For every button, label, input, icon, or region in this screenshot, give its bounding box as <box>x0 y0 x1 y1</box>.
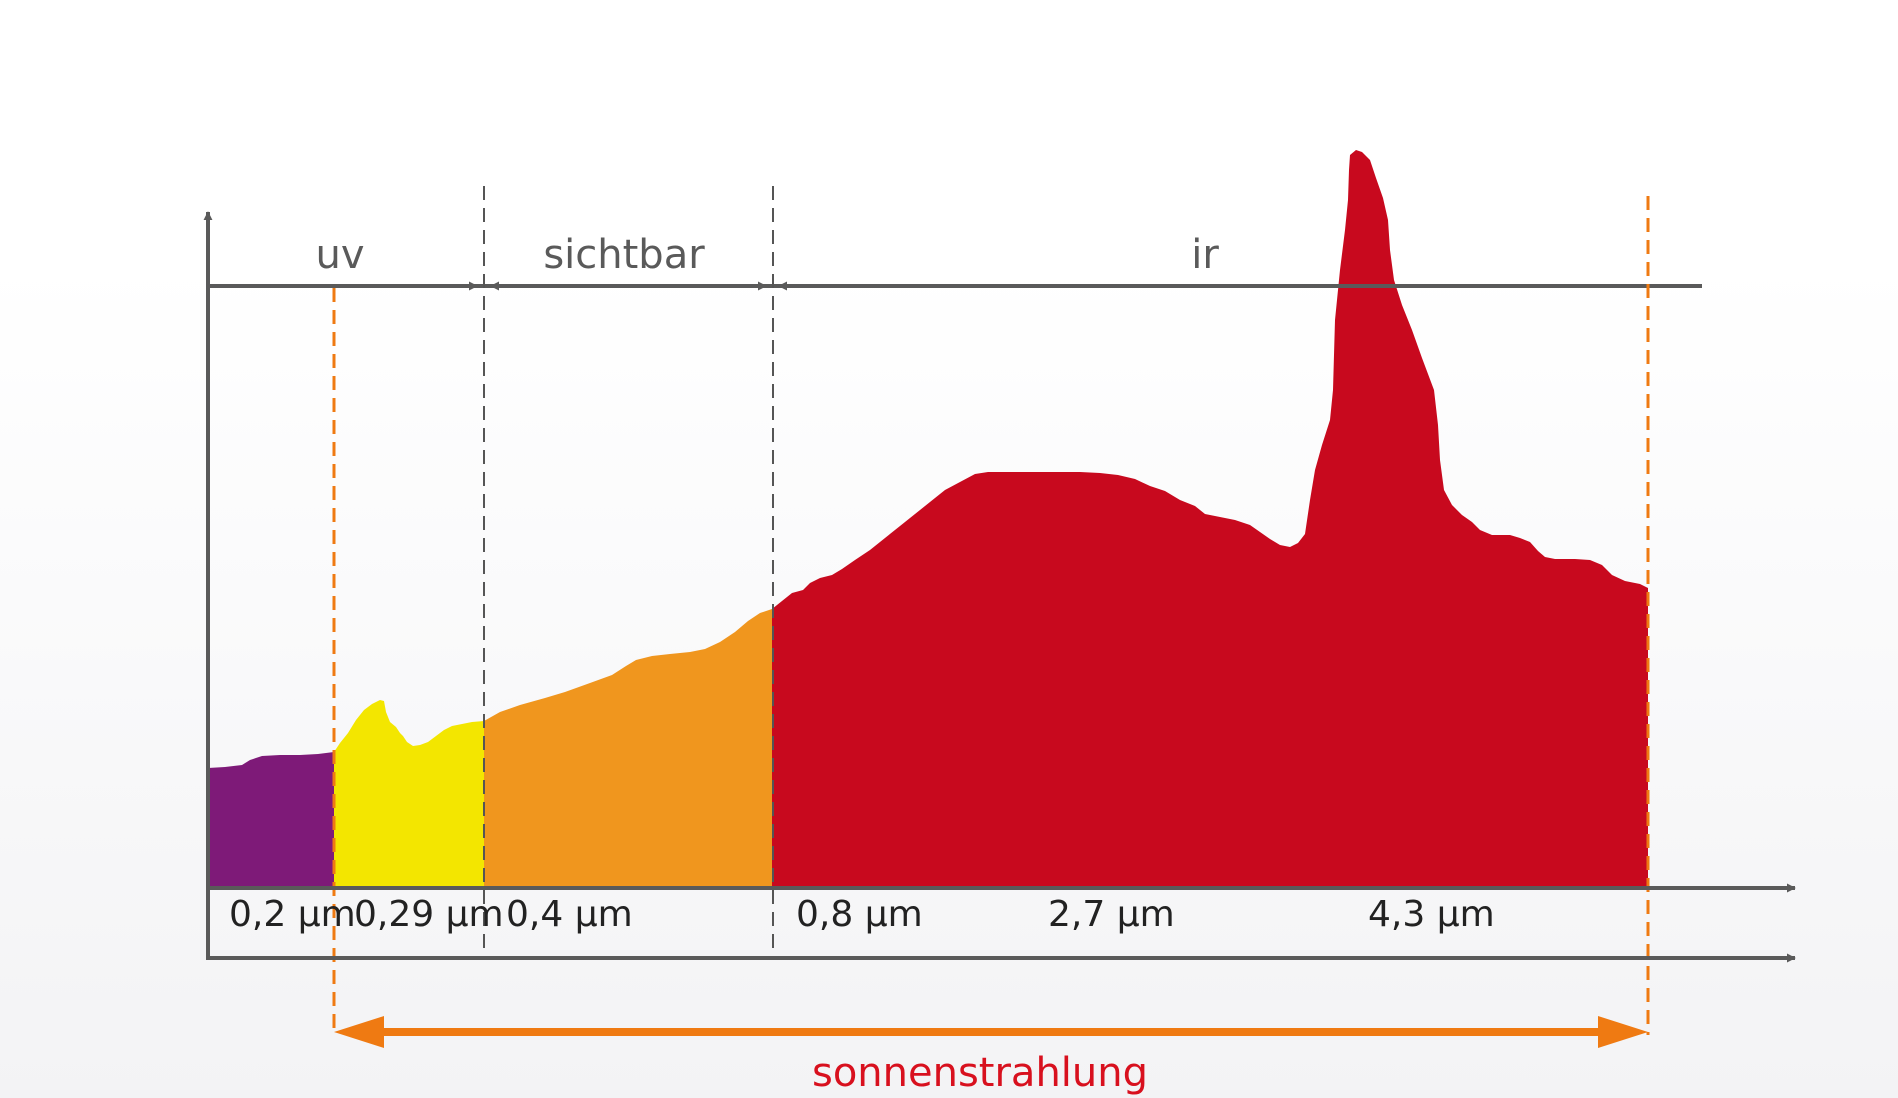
region-label-ir: ir <box>1191 232 1219 278</box>
area-visible <box>484 609 774 888</box>
tick-label: 0,4 µm <box>506 894 633 935</box>
tick-label: 0,29 µm <box>354 894 504 935</box>
tick-label: 0,2 µm <box>229 894 356 935</box>
solar-range-arrowhead-right <box>1598 1016 1648 1048</box>
area-infrared <box>772 150 1648 888</box>
area-uv-deep <box>208 752 334 888</box>
solar-radiation-caption: sonnenstrahlung <box>812 1050 1148 1096</box>
tick-label: 0,8 µm <box>796 894 923 935</box>
area-uv-near <box>334 700 484 888</box>
region-label-visible: sichtbar <box>543 232 705 278</box>
tick-label: 4,3 µm <box>1368 894 1495 935</box>
solar-range-arrowhead-left <box>334 1016 384 1048</box>
region-label-uv: uv <box>315 232 364 278</box>
tick-label: 2,7 µm <box>1048 894 1175 935</box>
